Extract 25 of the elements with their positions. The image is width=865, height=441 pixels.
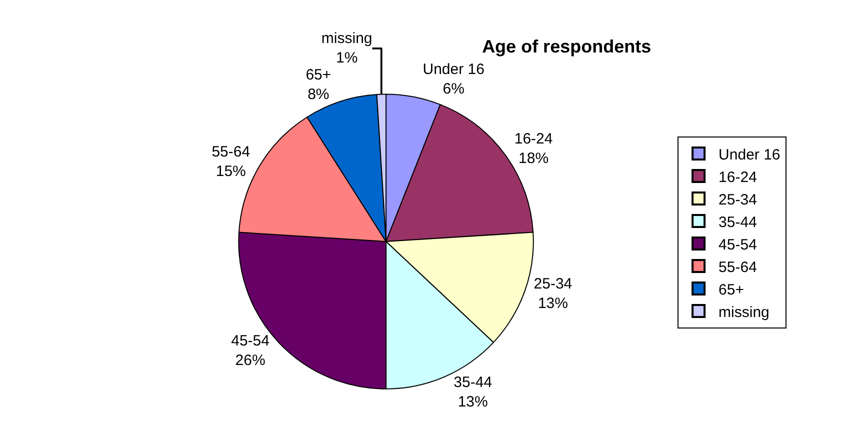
slice-label: 25-34 [534,275,572,292]
legend-label: Under 16 [718,146,780,164]
data-label: 1% [336,50,358,67]
legend-label: 65+ [718,281,744,298]
legend-label: 25-34 [718,191,757,208]
chart-title: Age of respondents [482,36,652,56]
legend-label: 45-54 [718,236,757,254]
slice-label: missing [321,30,372,48]
legend-label: 35-44 [718,214,757,231]
legend-label: missing [718,304,770,321]
data-label: 15% [216,163,246,180]
legend-label: 55-64 [718,258,757,276]
data-label: 18% [518,150,549,167]
slice-label: 45-54 [231,332,270,350]
slice-label: Under 16 [422,60,484,78]
data-label: 8% [308,86,330,104]
slice-label: 16-24 [514,130,553,148]
data-label: 13% [538,294,568,312]
data-label: 6% [442,80,464,98]
slice-label: 35-44 [454,374,492,391]
slice-label: 55-64 [212,144,250,161]
slice-label: 65+ [306,66,332,84]
data-label: 26% [235,352,266,370]
legend-label: 16-24 [718,168,757,186]
data-label: 13% [458,393,488,410]
